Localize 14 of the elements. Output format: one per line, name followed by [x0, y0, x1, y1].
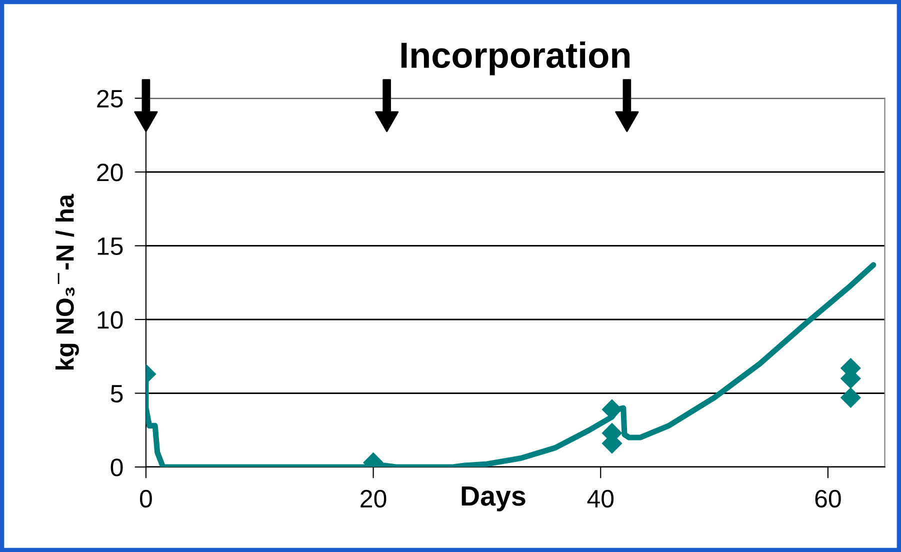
y-axis-title: kg NO₃$^{−}$-N / ha — [56, 194, 79, 370]
y-tick-label: 10 — [98, 311, 123, 329]
x-tick-label: 40 — [587, 490, 614, 508]
x-tick-label: 20 — [360, 490, 386, 508]
y-tick-label: 25 — [97, 90, 123, 108]
x-tick-label: 0 — [140, 490, 152, 508]
y-tick-label: 20 — [97, 164, 123, 182]
x-axis-title: Days — [462, 486, 526, 512]
y-tick-label: 0 — [110, 458, 123, 476]
x-tick-label: 60 — [815, 490, 841, 508]
y-tick-label: 5 — [110, 385, 123, 403]
y-tick-label: 15 — [98, 238, 123, 256]
chart-title: Incorporation — [401, 42, 630, 76]
point — [840, 387, 861, 408]
